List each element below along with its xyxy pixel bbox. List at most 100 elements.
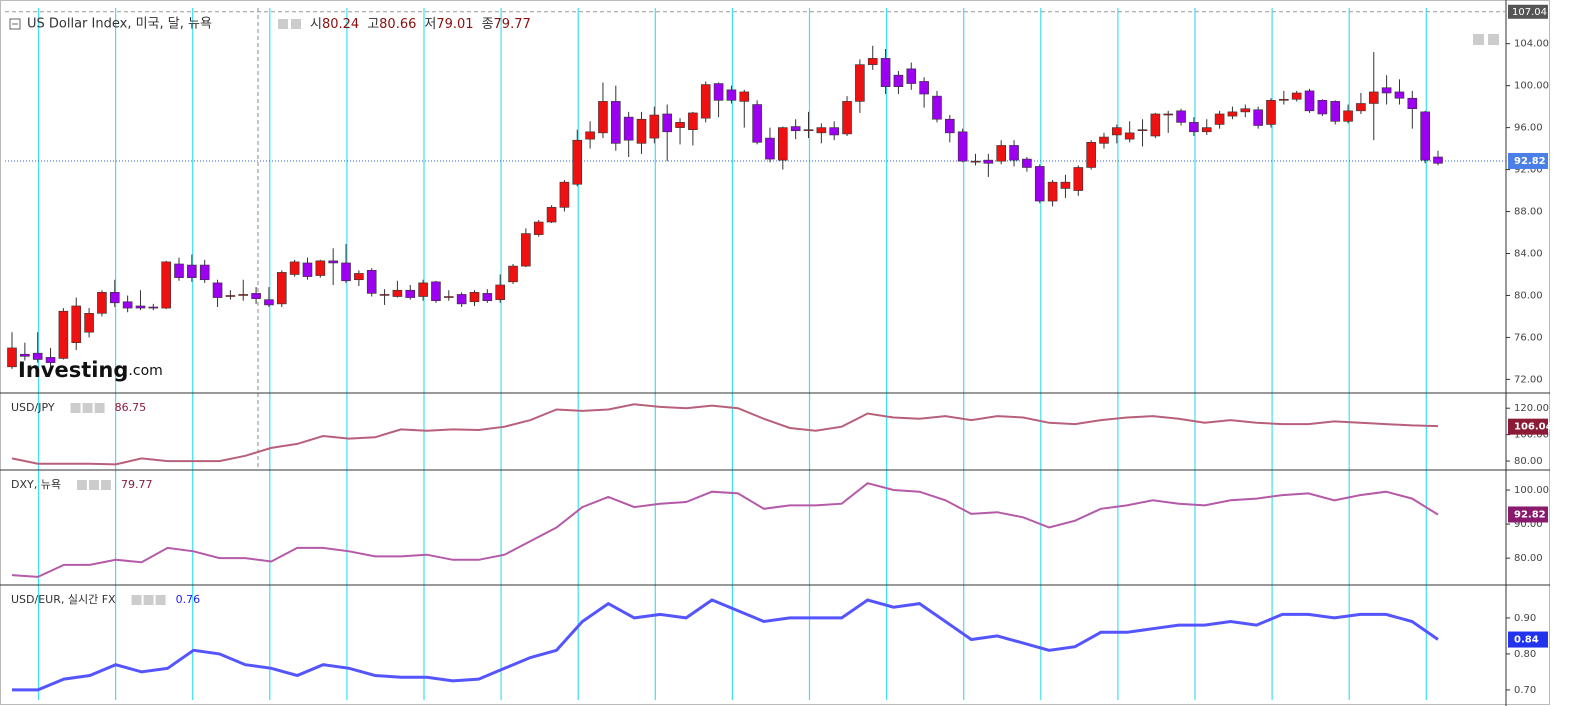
candle-body <box>1279 98 1289 101</box>
y-tick-label: 120.00 <box>1514 403 1549 414</box>
candle-body <box>1227 111 1238 117</box>
y-tick-label: 84.00 <box>1514 249 1543 260</box>
candle-body <box>585 131 595 140</box>
candle-body <box>482 293 493 302</box>
candle-body <box>726 89 737 101</box>
y-tick-label: 80.00 <box>1514 553 1543 564</box>
panel-icon[interactable] <box>94 403 105 413</box>
candle-body <box>1137 129 1148 132</box>
candle-body <box>1176 110 1186 123</box>
candle-body <box>1291 92 1302 100</box>
watermark-suffix: .com <box>128 363 162 379</box>
watermark: Investing.com <box>18 358 163 382</box>
candle-body <box>893 74 904 87</box>
candle-body <box>932 95 942 120</box>
y-tick-label: 80.00 <box>1514 290 1543 301</box>
last-value-badge <box>1508 631 1548 648</box>
chart-title: US Dollar Index, 미국, 달, 뉴욕 <box>27 17 212 32</box>
series-line <box>12 598 1439 692</box>
candle-body <box>251 293 261 299</box>
candle-body <box>688 112 698 131</box>
candle-body <box>1022 158 1032 168</box>
candle-body <box>816 127 827 134</box>
candle-body <box>1266 100 1276 125</box>
candle-body <box>289 261 300 275</box>
candle-body <box>148 306 159 309</box>
candle-body <box>456 294 467 305</box>
y-tick-label: 100.00 <box>1514 430 1549 441</box>
panel-label: USD/EUR, 실시간 FX <box>11 593 116 606</box>
candle-body <box>508 265 518 283</box>
watermark-main: Investing <box>18 358 128 382</box>
panel-icon[interactable] <box>76 480 87 490</box>
candle-body <box>521 233 531 267</box>
candle-body <box>1060 181 1071 189</box>
candle-body <box>341 262 351 282</box>
scale-button[interactable] <box>1488 34 1499 45</box>
candle-body <box>842 101 852 135</box>
candle-body <box>649 114 660 139</box>
candle-body <box>1201 127 1212 133</box>
candle-body <box>1394 91 1405 99</box>
candle-body <box>97 292 107 314</box>
candle-body <box>983 159 994 164</box>
candle-body <box>1099 136 1109 144</box>
candle-body <box>109 292 120 304</box>
candle-body <box>1112 127 1122 136</box>
candle-body <box>405 289 416 298</box>
last-value-label: 92.82 <box>1514 156 1546 167</box>
panel-value: 79.77 <box>121 478 153 491</box>
y-tick-label: 92.00 <box>1514 165 1543 176</box>
candle-body <box>7 347 17 368</box>
candle-body <box>328 260 338 264</box>
settings-icon[interactable] <box>278 19 288 29</box>
ohlc-value: 80.24 <box>322 17 359 32</box>
candle-body <box>1189 122 1199 133</box>
panel-icon[interactable] <box>143 595 154 605</box>
candle-body <box>431 281 441 302</box>
panel-icon[interactable] <box>82 403 93 413</box>
panel-icon[interactable] <box>70 403 81 413</box>
candle-body <box>996 145 1007 162</box>
candle-body <box>1330 101 1341 122</box>
y-tick-label: 104.00 <box>1514 39 1549 50</box>
candle-body <box>1381 87 1392 94</box>
scale-button[interactable] <box>1473 34 1484 45</box>
panel-icon[interactable] <box>88 480 99 490</box>
panel-icon[interactable] <box>100 480 111 490</box>
candle-body <box>675 122 685 128</box>
last-value-label: 92.82 <box>1514 509 1546 520</box>
y-tick-label: 0.70 <box>1514 685 1536 696</box>
candle-body <box>919 81 929 95</box>
y-tick-label: 96.00 <box>1514 123 1543 134</box>
candle-body <box>199 264 210 281</box>
candle-body <box>752 104 762 143</box>
candle-body <box>1034 166 1045 202</box>
candle-body <box>187 264 197 278</box>
candle-body <box>1304 90 1315 112</box>
last-value-label: 106.04 <box>1514 422 1553 433</box>
candle-body <box>572 139 583 185</box>
collapse-icon[interactable] <box>9 18 21 30</box>
candle-body <box>855 64 865 102</box>
candle-body <box>238 294 249 296</box>
candle-body <box>1433 156 1443 164</box>
ohlc-label: 시 <box>310 17 322 32</box>
candle-body <box>1124 132 1135 140</box>
candle-body <box>1317 100 1328 115</box>
candle-body <box>636 118 647 144</box>
ohlc-value: 80.66 <box>379 17 416 32</box>
settings-icon[interactable] <box>291 19 301 29</box>
candle-body <box>379 294 390 296</box>
candle-body <box>418 282 428 297</box>
y-tick-label: 80.00 <box>1514 456 1543 467</box>
candle-body <box>546 207 557 223</box>
candle-body <box>1253 109 1263 126</box>
panel-icon[interactable] <box>131 595 142 605</box>
panel-icon[interactable] <box>155 595 166 605</box>
candle-body <box>1356 103 1366 112</box>
candle-body <box>161 261 171 309</box>
candle-body <box>713 83 724 101</box>
candle-body <box>392 289 403 297</box>
